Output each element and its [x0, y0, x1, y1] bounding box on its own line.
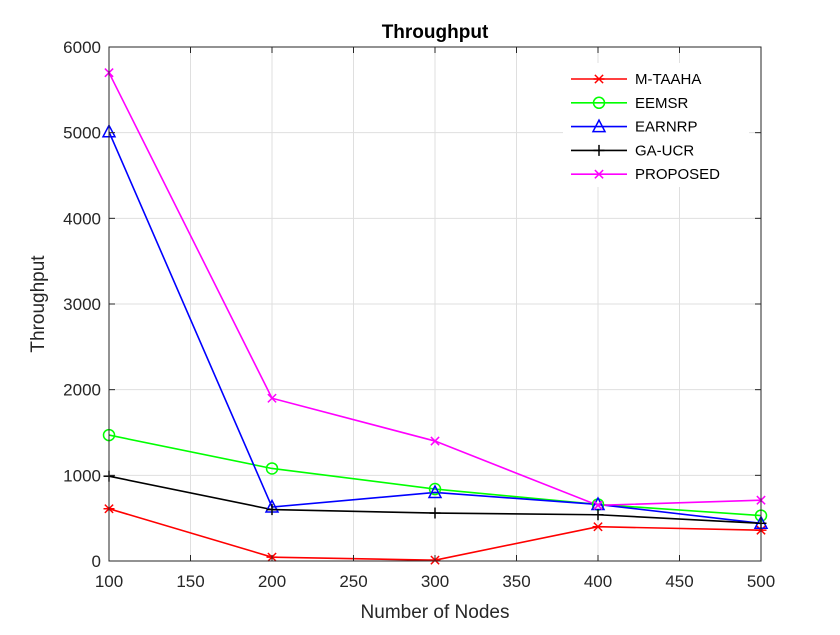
legend-item-earnrp: EARNRP — [571, 118, 698, 136]
x-tick-label: 500 — [747, 572, 775, 591]
data-point-proposed — [267, 393, 277, 403]
y-tick-label: 1000 — [63, 466, 101, 485]
data-point-eemsr — [265, 462, 279, 475]
y-axis-label: Throughput — [28, 255, 49, 353]
y-tick-label: 4000 — [63, 209, 101, 228]
data-point-eemsr — [428, 482, 442, 496]
data-point-earnrp — [427, 484, 443, 499]
legend-label: EARNRP — [635, 119, 698, 136]
legend-swatch-marker — [593, 144, 605, 156]
legend-item-ga-ucr: GA-UCR — [571, 142, 694, 159]
x-tick-label: 350 — [502, 572, 530, 591]
x-tick-label: 250 — [339, 572, 367, 591]
x-tick-label: 200 — [258, 572, 286, 591]
data-point-ga-ucr — [266, 504, 278, 516]
y-tick-label: 5000 — [63, 124, 101, 143]
legend-swatch-marker — [594, 169, 604, 179]
legend-label: EEMSR — [635, 95, 689, 112]
legend-swatch-marker — [593, 74, 605, 84]
legend-item-proposed: PROPOSED — [571, 166, 720, 183]
data-point-m-taaha — [592, 522, 604, 532]
series-line-eemsr — [108, 434, 762, 517]
legend-item-m-taaha: M-TAAHA — [571, 71, 701, 88]
legend-box — [563, 63, 749, 187]
x-tick-label: 400 — [584, 572, 612, 591]
data-point-proposed — [430, 436, 440, 446]
y-tick-label: 0 — [92, 552, 101, 571]
legend-item-eemsr: EEMSR — [571, 95, 689, 112]
legend-swatch-marker — [591, 118, 607, 133]
data-point-ga-ucr — [429, 507, 441, 519]
data-point-ga-ucr — [592, 509, 604, 521]
legend-label: GA-UCR — [635, 142, 694, 159]
legend-swatch-marker — [592, 96, 606, 110]
y-tick-labels: 0 1000 2000 3000 4000 5000 6000 — [63, 38, 101, 571]
y-tick-label: 6000 — [63, 38, 101, 57]
legend: M-TAAHA EEMSR EARNRP GA-UCR PROPOSED — [563, 63, 749, 187]
y-tick-label: 3000 — [63, 295, 101, 314]
series-line-earnrp — [108, 131, 762, 525]
x-tick-label: 100 — [95, 572, 123, 591]
y-tick-label: 2000 — [63, 381, 101, 400]
x-tick-labels: 100 150 200 250 300 350 400 450 500 — [95, 572, 775, 591]
x-tick-label: 450 — [665, 572, 693, 591]
data-point-proposed — [593, 500, 603, 510]
x-axis-label: Number of Nodes — [361, 602, 510, 623]
x-tick-label: 300 — [421, 572, 449, 591]
legend-label: PROPOSED — [635, 166, 720, 183]
legend-label: M-TAAHA — [635, 71, 701, 88]
axis-ticks — [108, 46, 762, 562]
chart-title: Throughput — [382, 22, 489, 43]
grid-lines — [109, 47, 761, 561]
x-tick-label: 150 — [176, 572, 204, 591]
